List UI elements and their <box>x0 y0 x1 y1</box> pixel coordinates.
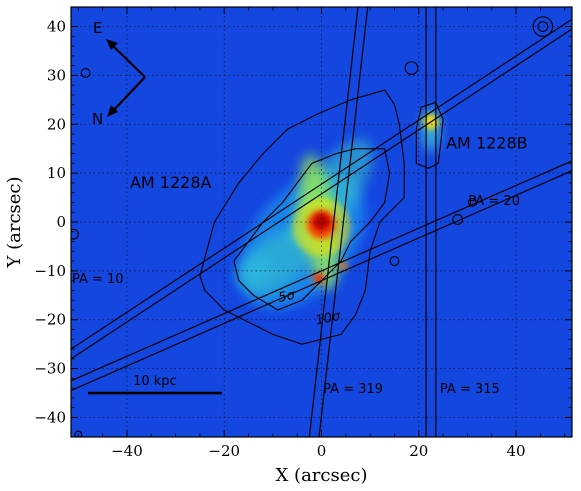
annotations: AM 1228A AM 1228B PA = 10 PA = 20 PA = 319 PA… <box>72 134 528 397</box>
compass-east-label: E <box>93 19 102 37</box>
point-sources <box>71 16 554 437</box>
compass: E N <box>92 19 146 128</box>
y-tick-label: −10 <box>34 262 66 280</box>
slit-1-edge-1 <box>71 170 572 392</box>
slit-0-edge-1 <box>318 7 369 437</box>
slits <box>71 7 572 437</box>
plot-frame <box>70 6 573 438</box>
y-tick-label: 10 <box>47 164 66 182</box>
point-source-0 <box>532 16 554 37</box>
point-source-4 <box>389 256 400 267</box>
slit-2-edge-1 <box>71 28 572 360</box>
galaxy-label-1: AM 1228B <box>446 134 528 153</box>
compass-north-label: N <box>92 110 103 128</box>
y-tick-label: −20 <box>34 311 66 329</box>
slit-1-edge-0 <box>71 160 572 382</box>
point-source-1 <box>537 21 549 32</box>
galaxy-label-0: AM 1228A <box>130 173 212 192</box>
x-tick-label: −40 <box>111 442 143 460</box>
emission-knot-4 <box>313 272 325 285</box>
point-source-6 <box>467 198 477 207</box>
slit-label-2: PA = 319 <box>323 382 383 397</box>
contour-label-0: 5σ <box>277 288 297 306</box>
contour-2 <box>415 101 444 169</box>
y-axis-label: Y (arcsec) <box>4 176 25 268</box>
x-tick-label: 40 <box>507 442 526 460</box>
contour-0 <box>233 148 391 311</box>
y-tick-label: 40 <box>47 18 66 36</box>
y-tick-label: 0 <box>56 213 66 231</box>
slit-label-0: PA = 10 <box>72 272 124 287</box>
plot-area <box>71 7 572 437</box>
emission-knot-2 <box>312 213 331 231</box>
slit-0-edge-0 <box>308 7 359 437</box>
emission-knot-5 <box>339 261 348 271</box>
x-axis-label: X (arcsec) <box>276 465 368 486</box>
point-source-5 <box>452 214 464 225</box>
point-source-8 <box>74 430 83 437</box>
x-tick-label: 20 <box>409 442 428 460</box>
y-tick-label: −30 <box>34 360 66 378</box>
point-source-3 <box>404 61 419 75</box>
y-tick-label: 20 <box>47 115 66 133</box>
slit-label-1: PA = 20 <box>468 194 520 209</box>
slit-label-3: PA = 315 <box>440 382 500 397</box>
y-tick-label: −40 <box>34 408 66 426</box>
slit-2-edge-0 <box>71 18 572 350</box>
x-tick-label: 0 <box>317 442 327 460</box>
point-source-2 <box>80 68 91 78</box>
contour-label-1: 10σ <box>314 309 342 329</box>
scale-bar-label: 10 kpc <box>133 374 177 389</box>
y-tick-label: 30 <box>47 66 66 84</box>
contour-1 <box>199 89 405 345</box>
contours <box>199 89 444 345</box>
point-source-7 <box>71 228 79 240</box>
diffuse-region-4 <box>235 254 272 287</box>
x-tick-label: −20 <box>208 442 240 460</box>
